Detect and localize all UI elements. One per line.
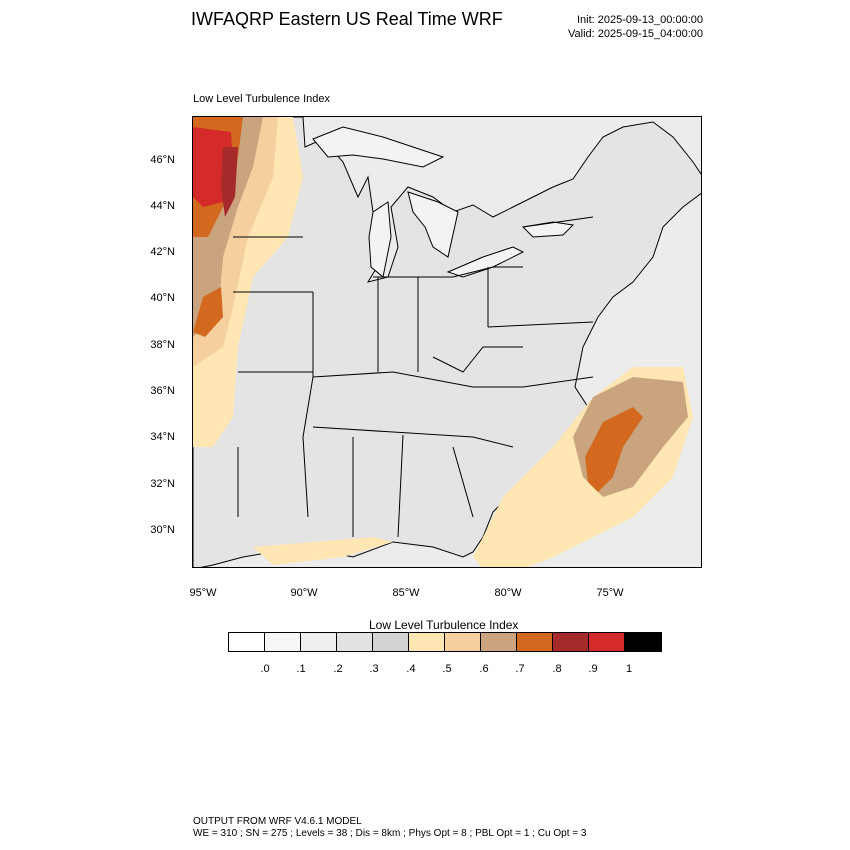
colorbar-label: .1 [296,663,306,675]
colorbar-swatch [337,633,373,651]
init-time: Init: 2025-09-13_00:00:00 [577,14,703,26]
colorbar-title: Low Level Turbulence Index [369,618,519,632]
colorbar-label: .0 [260,663,270,675]
map-canvas [193,117,701,567]
footer-model: OUTPUT FROM WRF V4.6.1 MODEL [193,816,362,827]
map-subtitle: Low Level Turbulence Index [193,93,330,105]
lon-label: 80°W [494,587,522,599]
colorbar-swatch [445,633,481,651]
lake-huron [407,191,459,258]
turbulence-zone-coastal [253,537,393,565]
footer-config: WE = 310 ; SN = 275 ; Levels = 38 ; Dis … [193,828,587,839]
colorbar-swatch [589,633,625,651]
colorbar-label: .5 [442,663,452,675]
run-times: Init: 2025-09-13_00:00:00 Valid: 2025-09… [568,13,703,41]
page-title: IWFAQRP Eastern US Real Time WRF [191,9,503,29]
lake-erie [446,246,525,278]
turbulence-zone-atlantic-high [585,407,643,492]
colorbar-swatch [409,633,445,651]
colorbar-swatch [517,633,553,651]
lat-label: 30°N [150,524,175,536]
lon-label: 90°W [290,587,318,599]
colorbar-swatch [481,633,517,651]
state-boundaries [233,216,594,538]
colorbar-label: .3 [369,663,379,675]
lake-ontario [521,221,575,238]
colorbar-label: .4 [406,663,416,675]
turbulence-zone-west-brown [221,147,238,217]
valid-time: Valid: 2025-09-15_04:00:00 [568,28,703,40]
colorbar-label: .7 [515,663,525,675]
lake-superior [312,126,445,168]
colorbar-swatch [373,633,409,651]
lat-label: 44°N [150,200,175,212]
colorbar-swatch [553,633,589,651]
colorbar-label: .9 [588,663,598,675]
lat-label: 34°N [150,431,175,443]
lon-label: 85°W [392,587,420,599]
lon-label: 95°W [189,587,217,599]
lat-label: 32°N [150,478,175,490]
lat-label: 36°N [150,385,175,397]
colorbar-swatch [229,633,265,651]
colorbar [228,632,662,652]
lat-label: 38°N [150,339,175,351]
colorbar-label: .6 [479,663,489,675]
colorbar-label: .2 [333,663,343,675]
colorbar-swatch [625,633,661,651]
lat-label: 40°N [150,292,175,304]
colorbar-swatch [265,633,301,651]
lon-label: 75°W [596,587,624,599]
lat-label: 42°N [150,246,175,258]
colorbar-swatch [301,633,337,651]
lat-label: 46°N [150,154,175,166]
colorbar-label: .8 [552,663,562,675]
colorbar-label: 1 [625,663,633,675]
land-mass [193,117,701,567]
turbulence-map [192,116,702,568]
